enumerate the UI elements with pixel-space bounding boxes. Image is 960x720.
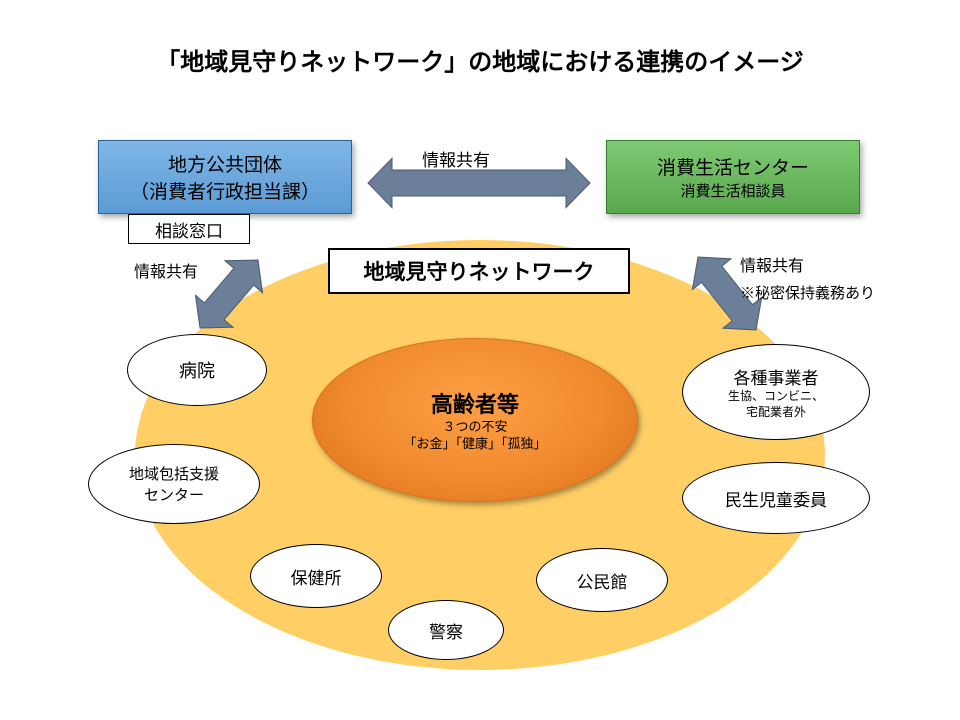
node-police-label: 警察 — [429, 623, 463, 642]
node-hospital: 病院 — [127, 334, 267, 406]
node-chiiki-center: 地域包括支援センター — [88, 444, 260, 524]
diagram-stage: 「地域見守りネットワーク」の地域における連携のイメージ 高齢者等 ３つの不安 「… — [0, 0, 960, 720]
node-kominkan-label: 公民館 — [577, 573, 628, 592]
label-share-left: 情報共有 — [134, 258, 198, 282]
node-police: 警察 — [388, 600, 504, 660]
top-left-line2: （消費者行政担当課） — [99, 177, 351, 204]
top-left-line1: 地方公共団体 — [99, 150, 351, 177]
top-right-box: 消費生活センター 消費生活相談員 — [606, 140, 860, 214]
node-hokenjo: 保健所 — [250, 544, 382, 608]
top-right-line1: 消費生活センター — [607, 153, 859, 180]
node-jigyosha-label: 各種事業者 — [683, 364, 869, 389]
consult-box: 相談窓口 — [128, 214, 250, 244]
node-jigyosha-sub: 生協、コンビニ、宅配業者外 — [683, 389, 869, 420]
center-title: 高齢者等 — [313, 387, 637, 419]
label-share-top: 情報共有 — [422, 146, 490, 171]
label-note-right: ※秘密保持義務あり — [740, 282, 875, 303]
node-chiiki-center-label: 地域包括支援センター — [129, 466, 219, 504]
node-hokenjo-label: 保健所 — [291, 569, 342, 588]
network-title-box: 地域見守りネットワーク — [328, 248, 630, 294]
center-sub1: ３つの不安 — [313, 419, 637, 436]
consult-text: 相談窓口 — [129, 217, 249, 242]
node-jigyosha: 各種事業者 生協、コンビニ、宅配業者外 — [682, 344, 870, 440]
network-title-text: 地域見守りネットワーク — [330, 256, 628, 286]
top-right-line2: 消費生活相談員 — [607, 180, 859, 201]
top-left-box: 地方公共団体 （消費者行政担当課） — [98, 140, 352, 214]
node-minsei-label: 民生児童委員 — [725, 491, 827, 510]
center-sub2: 「お金」「健康」「孤独」 — [313, 436, 637, 453]
node-kominkan: 公民館 — [536, 548, 668, 612]
node-minsei: 民生児童委員 — [682, 462, 870, 534]
node-hospital-label: 病院 — [179, 361, 215, 381]
center-ellipse: 高齢者等 ３つの不安 「お金」「健康」「孤独」 — [312, 338, 638, 502]
label-share-right: 情報共有 — [740, 252, 804, 276]
